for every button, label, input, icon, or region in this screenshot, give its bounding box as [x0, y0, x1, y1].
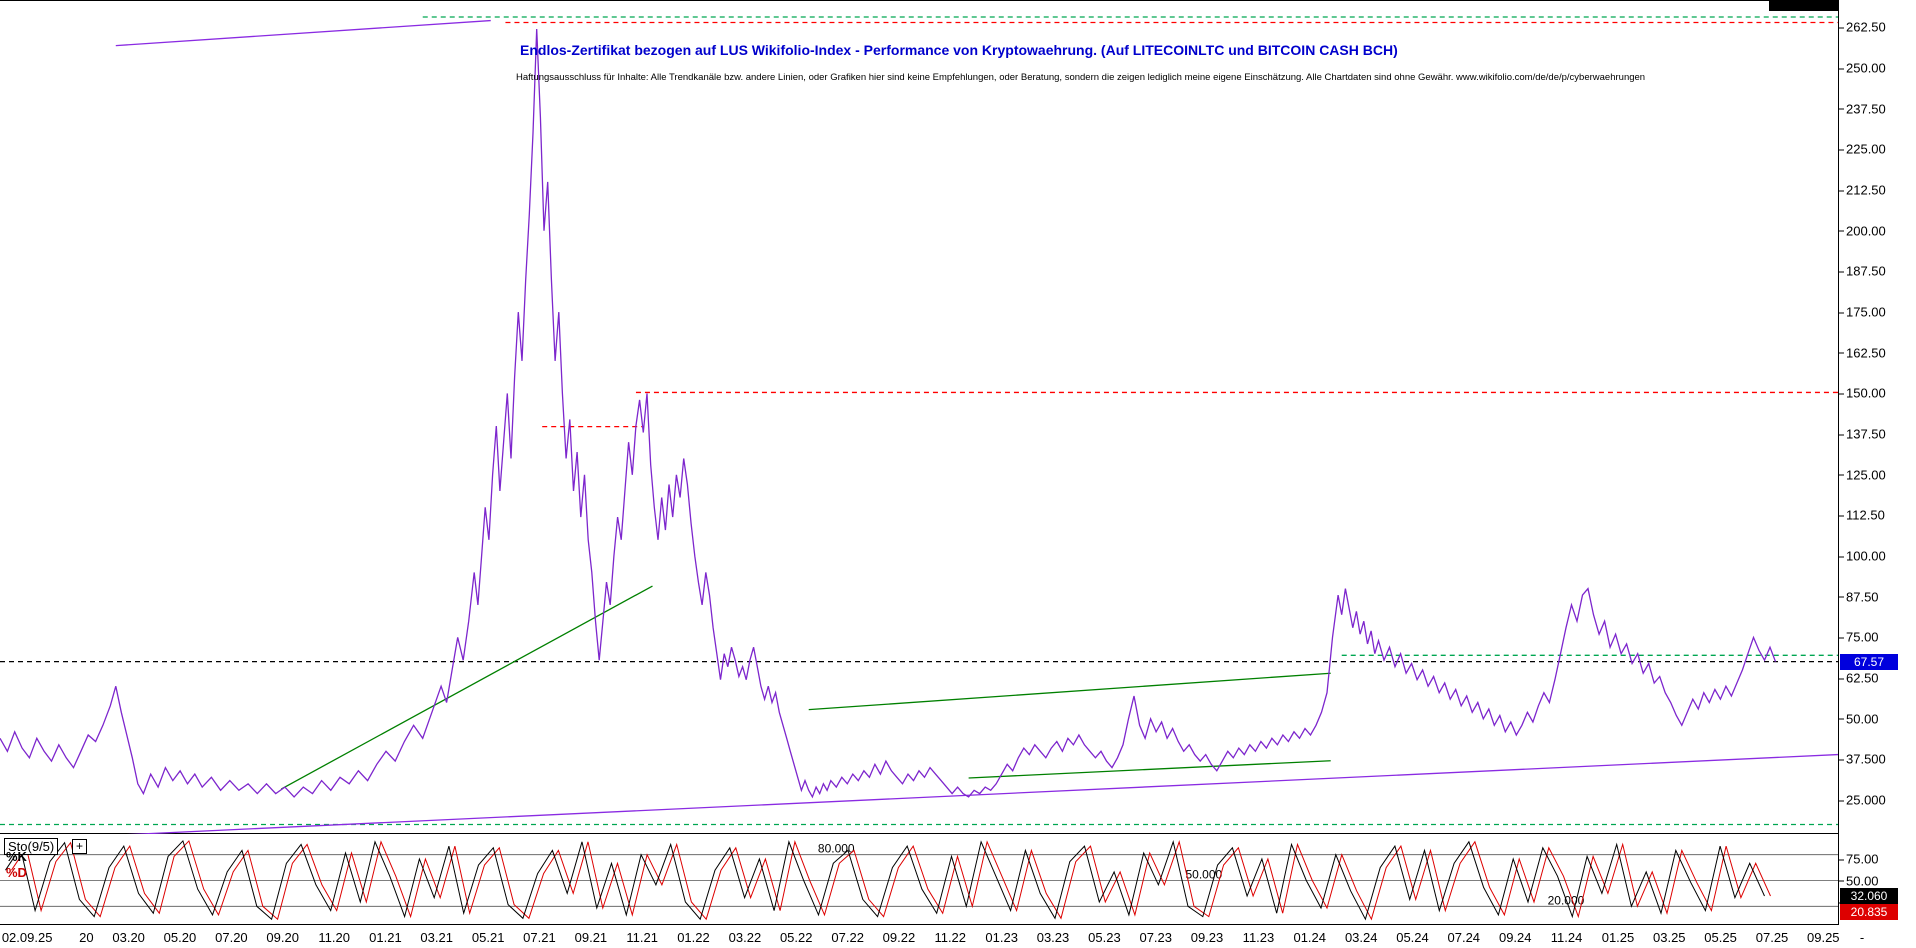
date-axis-label: 11.23	[1242, 930, 1275, 945]
current-price-badge: 67.57	[1840, 653, 1898, 670]
price-axis-divider	[1838, 0, 1839, 925]
top-right-block	[1769, 0, 1838, 11]
date-axis-label: 07.25	[1755, 930, 1789, 945]
trend-green-mid	[808, 672, 1331, 711]
date-axis-label: 11.24	[1550, 930, 1583, 945]
date-axis-label: 03.23	[1036, 930, 1070, 945]
price-axis-label: 262.50	[1838, 19, 1886, 35]
date-axis-label: 09.23	[1190, 930, 1224, 945]
trend-green-rising	[280, 585, 653, 790]
price-line	[0, 28, 1777, 799]
date-axis-label: 01.25	[1601, 930, 1635, 945]
date-axis-label: 05.23	[1088, 930, 1121, 945]
date-axis-label: 07.20	[215, 930, 248, 945]
sto-k-line	[5, 839, 1765, 921]
date-axis-label: 05.24	[1396, 930, 1429, 945]
date-axis-label: 03.20	[112, 930, 145, 945]
date-axis-label: 20	[79, 930, 94, 945]
date-axis-label: 09.20	[266, 930, 299, 945]
trend-purple-top	[115, 19, 491, 47]
sto-d-value-badge: 20.835	[1840, 903, 1898, 920]
sto-k-value-badge: 32.060	[1840, 887, 1898, 904]
date-axis-label: -	[1859, 930, 1865, 945]
price-axis-label: 237.50	[1838, 101, 1886, 117]
date-axis-label: 01.24	[1293, 930, 1327, 945]
price-axis-label: 175.00	[1838, 304, 1886, 320]
date-axis-label: 01.23	[985, 930, 1018, 945]
date-axis-label: 02.09.25	[1, 930, 53, 945]
price-axis-label: 250.00	[1838, 60, 1886, 76]
sto-axis-label: 75.00	[1838, 851, 1879, 867]
price-axis-label: 25.000	[1838, 792, 1886, 808]
stochastic-indicator-label[interactable]: Sto(9/5)	[4, 838, 59, 855]
sto-d-line	[11, 839, 1771, 921]
date-axis-label: 07.22	[831, 930, 864, 945]
sto-axis-label: 50.00	[1838, 873, 1879, 888]
price-axis-label: 225.00	[1838, 141, 1886, 157]
date-axis-label: 07.21	[523, 930, 556, 945]
trend-green-low	[968, 760, 1331, 779]
date-axis-label: 09.21	[574, 930, 608, 945]
sto-k-label: %K	[6, 849, 27, 864]
price-axis-label: 162.50	[1838, 345, 1886, 361]
price-axis-label: 100.00	[1838, 548, 1886, 564]
price-axis-label: 187.50	[1838, 263, 1886, 279]
date-axis-label: 11.22	[934, 930, 967, 945]
price-axis-label: 62.50	[1838, 670, 1879, 686]
date-axis-label: 11.21	[626, 930, 658, 945]
price-axis-label: 150.00	[1838, 385, 1886, 401]
price-axis-label: 87.50	[1838, 589, 1879, 605]
price-axis-label: 200.00	[1838, 223, 1886, 239]
date-axis-label: 01.21	[369, 930, 402, 945]
price-axis-label: 37.500	[1838, 751, 1886, 767]
date-axis-label: 03.22	[728, 930, 762, 945]
date-axis-label: 05.20	[163, 930, 197, 945]
date-axis-label: 09.22	[882, 930, 916, 945]
price-axis-label: 125.00	[1838, 467, 1886, 483]
sto-gridline-label: 50.000	[1186, 868, 1223, 882]
date-axis-label: 09.25	[1807, 930, 1840, 945]
date-axis-label: 05.21	[471, 930, 505, 945]
stochastic-expand-button[interactable]: +	[72, 839, 87, 854]
date-axis-label: 09.24	[1498, 930, 1532, 945]
trend-purple-bottom	[126, 753, 1838, 834]
chart-disclaimer: Haftungsausschluss für Inhalte: Alle Tre…	[516, 72, 1646, 83]
date-axis-label: 07.23	[1139, 930, 1173, 945]
sto-d-label: %D	[6, 865, 27, 880]
date-axis-label: 05.25	[1704, 930, 1737, 945]
date-axis-label: 03.24	[1344, 930, 1378, 945]
price-axis-label: 212.50	[1838, 182, 1886, 198]
date-axis-label: 07.24	[1447, 930, 1481, 945]
price-axis-label: 137.50	[1838, 426, 1886, 442]
date-axis-label: 03.21	[420, 930, 453, 945]
date-axis-label: 03.25	[1652, 930, 1686, 945]
date-axis-label: 01.22	[677, 930, 710, 945]
price-axis-label: 50.00	[1838, 711, 1879, 727]
chart-title: Endlos-Zertifikat bezogen auf LUS Wikifo…	[520, 42, 1398, 58]
main-price-chart	[0, 0, 1838, 834]
date-axis-label: 11.20	[318, 930, 350, 945]
price-axis-label: 75.00	[1838, 629, 1879, 645]
date-axis-label: 05.22	[779, 930, 813, 945]
price-axis-label: 112.50	[1838, 507, 1885, 523]
